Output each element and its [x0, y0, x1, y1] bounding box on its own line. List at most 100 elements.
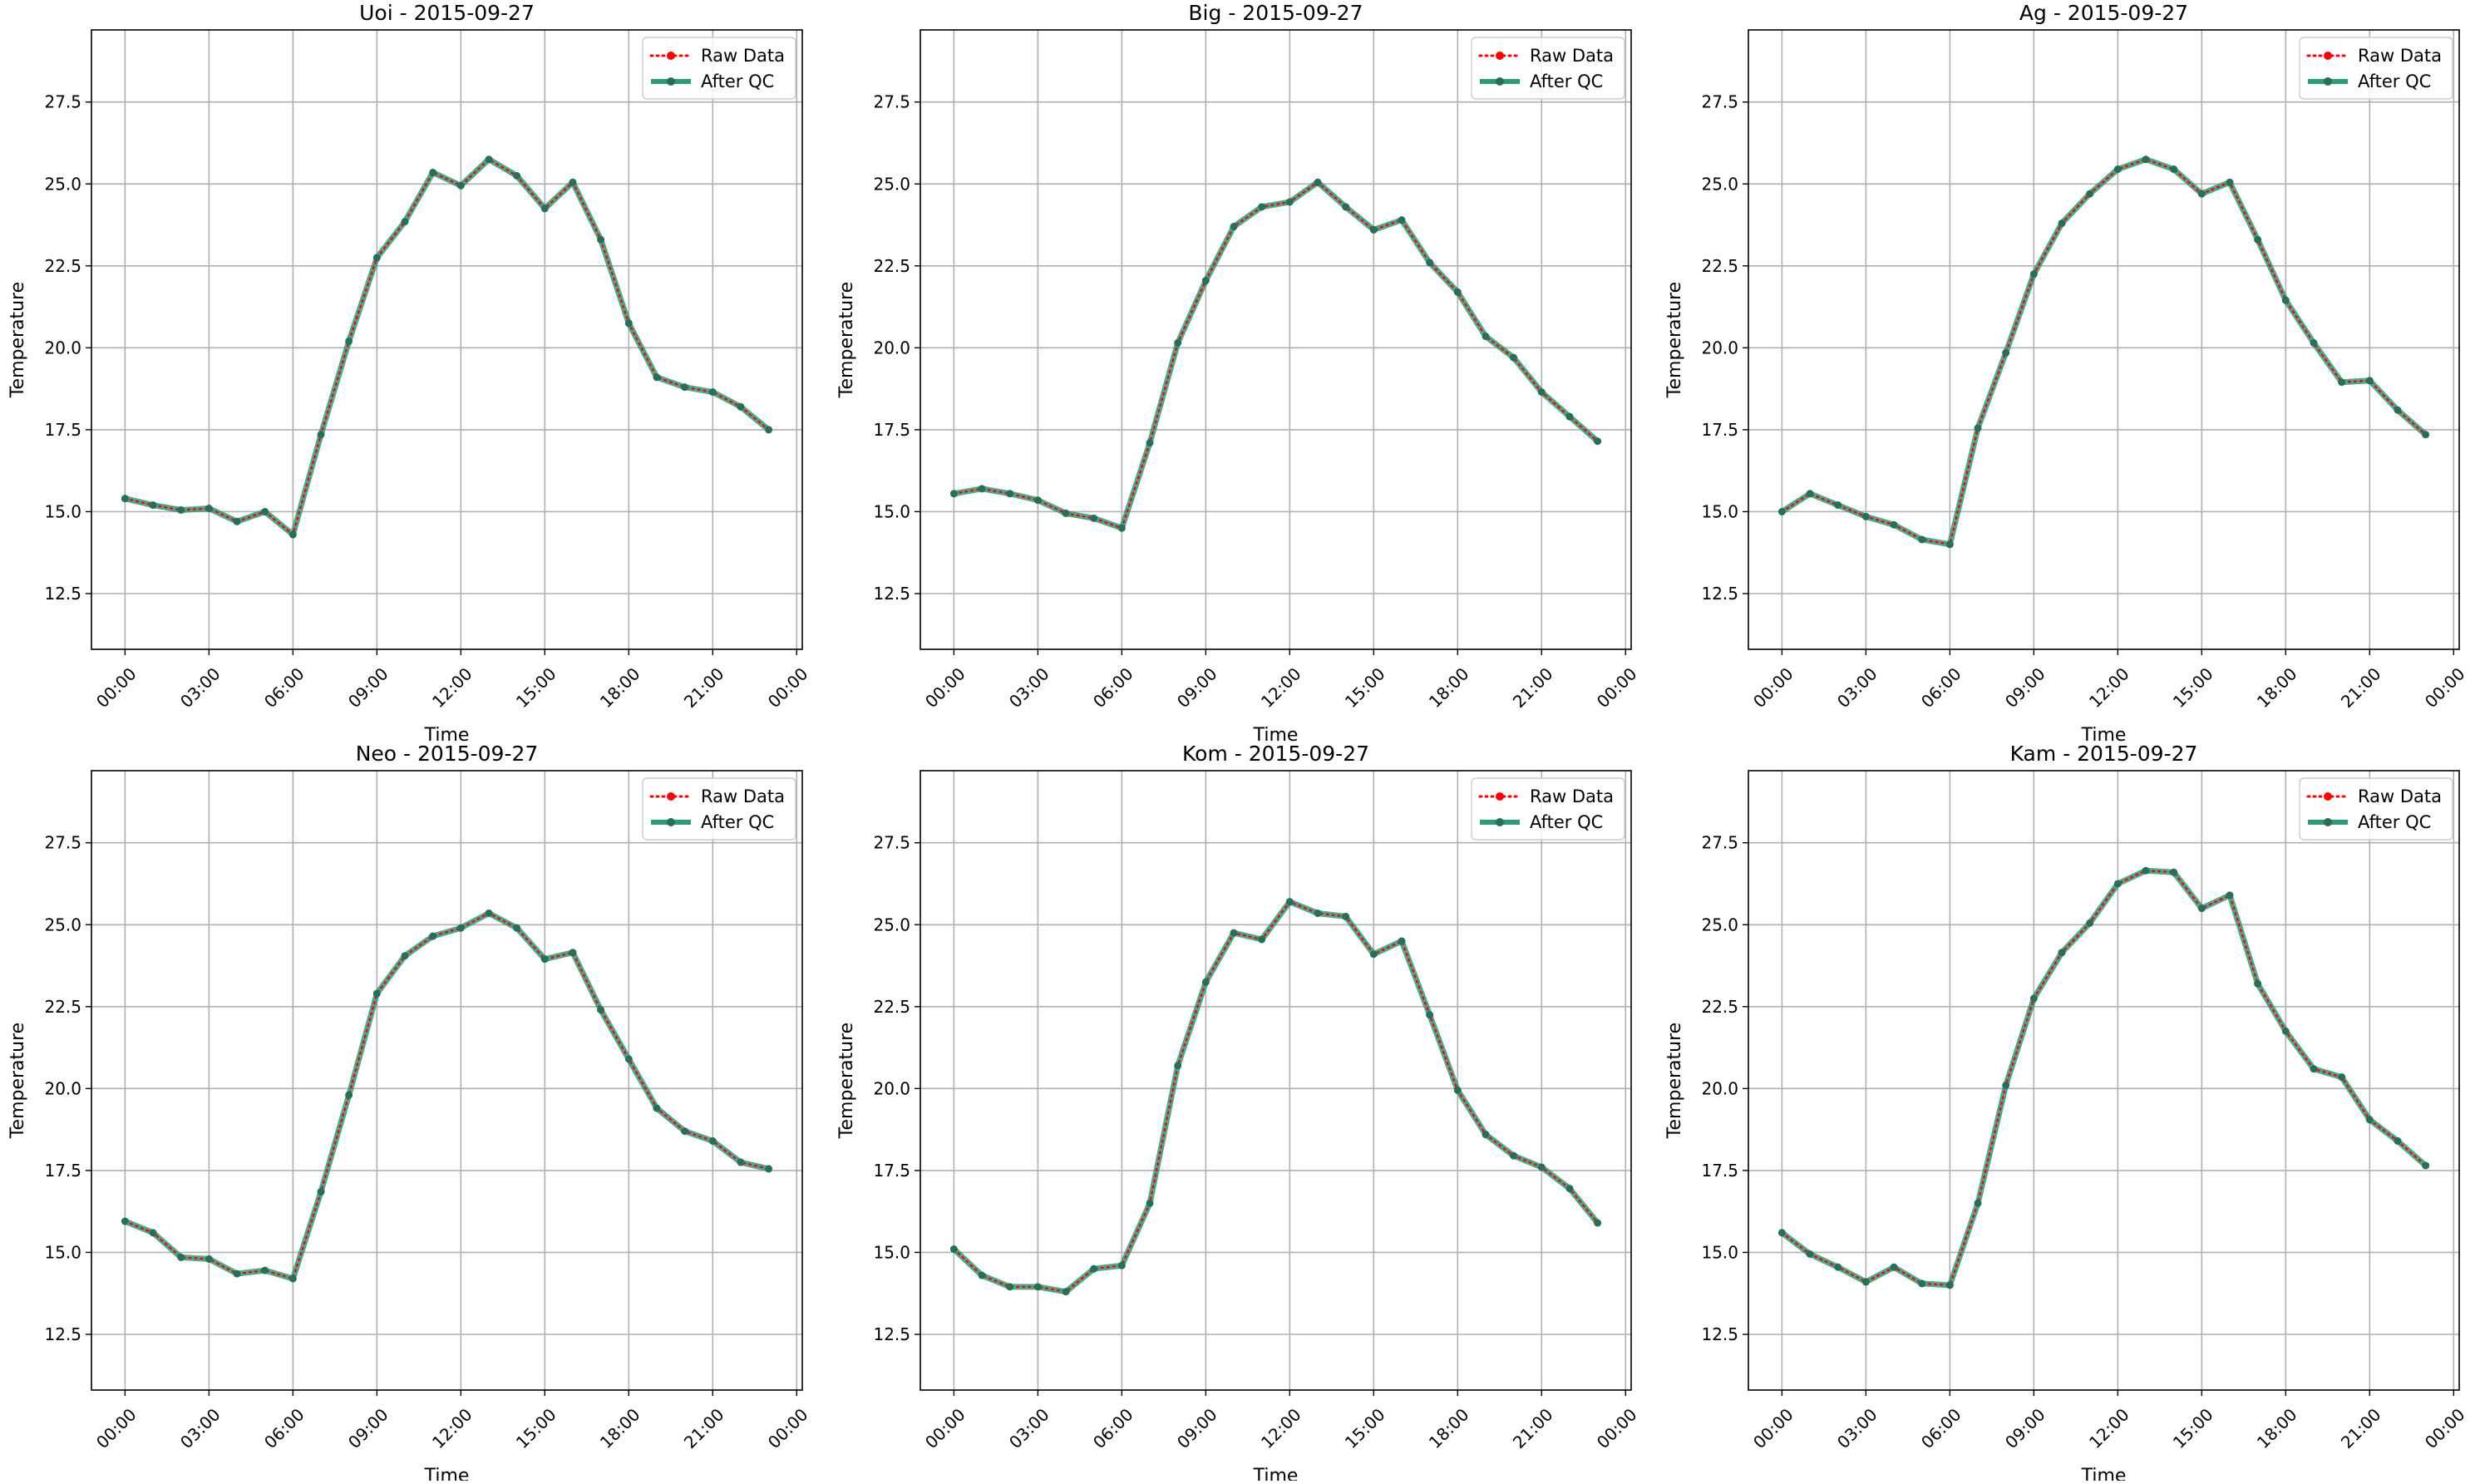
legend-label-after-qc: After QC [701, 71, 774, 91]
data-point-after-qc [485, 909, 493, 917]
data-point-after-qc [653, 1104, 661, 1112]
data-point-after-qc [569, 949, 577, 957]
series-line-raw-data [124, 158, 770, 537]
data-point-after-qc [624, 1055, 633, 1063]
x-tick-label: 00:00 [92, 1404, 141, 1452]
data-point-after-qc [765, 426, 773, 434]
x-tick-label: 18:00 [1425, 1404, 1473, 1452]
data-point-after-qc [2113, 880, 2122, 888]
data-point-after-qc [1537, 1163, 1546, 1171]
y-tick-label: 22.5 [44, 997, 81, 1017]
data-point-after-qc [456, 924, 465, 932]
legend-label-after-qc: After QC [1530, 71, 1603, 91]
data-point-after-qc [372, 254, 381, 262]
data-point-after-qc [1258, 935, 1266, 944]
legend-label-raw-data: Raw Data [1530, 786, 1614, 806]
data-point-after-qc [1510, 353, 1518, 362]
data-point-after-qc [1453, 288, 1462, 296]
legend-label-raw-data: Raw Data [2358, 786, 2442, 806]
data-point-after-qc [2029, 994, 2038, 1003]
data-point-after-qc [1806, 490, 1814, 498]
legend-marker-raw-data [1496, 52, 1504, 60]
data-point-after-qc [1834, 501, 1842, 510]
x-tick-label: 03:00 [1833, 663, 1881, 712]
x-axis-label: Time [424, 725, 470, 746]
x-axis-label: Time [1253, 725, 1299, 746]
x-tick-label: 09:00 [1173, 1404, 1221, 1452]
subplot-1: Uoi - 2015-09-27 00:00 03:00 06:00 09:00 12:0… [7, 1, 812, 746]
x-axis-label: Time [424, 1466, 470, 1481]
y-tick-label: 15.0 [44, 1242, 81, 1262]
data-point-after-qc [149, 501, 157, 510]
data-point-after-qc [1146, 1199, 1154, 1207]
data-point-after-qc [177, 1253, 185, 1261]
data-point-after-qc [2113, 165, 2122, 174]
data-point-after-qc [1117, 524, 1126, 532]
y-axis-label: Temperature [1664, 282, 1685, 398]
data-point-after-qc [2281, 296, 2290, 304]
data-point-after-qc [1033, 496, 1042, 505]
legend: Raw Data After QC [642, 777, 796, 841]
data-point-after-qc [597, 1006, 605, 1014]
x-tick-label: 06:00 [1089, 663, 1137, 712]
y-tick-label: 27.5 [1701, 833, 1738, 853]
x-tick-label: 09:00 [344, 1404, 392, 1452]
data-point-after-qc [2254, 235, 2262, 244]
legend-label-after-qc: After QC [2358, 71, 2431, 91]
x-axis-label: Time [2081, 1466, 2127, 1481]
data-point-after-qc [1201, 277, 1210, 285]
data-point-after-qc [1314, 909, 1322, 917]
x-axis-label: Time [2081, 725, 2127, 746]
x-tick-label: 06:00 [260, 1404, 308, 1452]
y-axis-label: Temperature [7, 282, 28, 398]
y-tick-label: 15.0 [873, 501, 910, 521]
x-tick-label: 15:00 [2169, 1404, 2217, 1452]
series-line-after-qc [124, 910, 770, 1282]
data-point-after-qc [2394, 406, 2402, 414]
data-point-after-qc [540, 205, 549, 213]
x-tick-label: 09:00 [2001, 1404, 2049, 1452]
data-point-after-qc [2002, 348, 2010, 357]
data-point-after-qc [2086, 190, 2094, 198]
data-point-after-qc [1806, 1250, 1814, 1258]
data-point-after-qc [2310, 338, 2318, 347]
data-point-after-qc [1314, 178, 1322, 186]
y-tick-label: 20.0 [873, 1078, 910, 1098]
x-tick-label: 00:00 [764, 663, 812, 712]
legend-marker-after-qc [2324, 818, 2332, 826]
x-tick-label: 03:00 [176, 663, 224, 712]
y-tick-label: 15.0 [1701, 1242, 1738, 1262]
x-tick-label: 12:00 [428, 1404, 476, 1452]
x-tick-label: 00:00 [1749, 663, 1797, 712]
data-point-after-qc [2002, 1081, 2010, 1089]
x-tick-label: 21:00 [680, 663, 728, 712]
y-axis-label: Temperature [1664, 1023, 1685, 1139]
data-point-after-qc [121, 495, 129, 503]
data-point-after-qc [978, 1271, 986, 1279]
y-tick-label: 20.0 [1701, 338, 1738, 357]
data-point-after-qc [345, 1091, 353, 1099]
subplot-6: Kam - 2015-09-27 00:00 03:00 06:00 09:00 12:0… [1664, 742, 2469, 1484]
axes-frame [1748, 29, 2460, 650]
y-tick-label: 27.5 [1701, 92, 1738, 112]
y-tick-label: 25.0 [44, 174, 81, 194]
data-point-after-qc [737, 1158, 745, 1166]
data-point-after-qc [737, 402, 745, 411]
series-line-after-qc [124, 156, 771, 538]
data-point-after-qc [2226, 891, 2234, 900]
chart-title: Uoi - 2015-09-27 [359, 1, 535, 25]
data-point-after-qc [2058, 949, 2066, 957]
data-point-after-qc [1890, 1263, 1898, 1271]
legend-marker-raw-data [667, 52, 675, 60]
data-point-after-qc [1369, 225, 1378, 234]
data-point-after-qc [1537, 388, 1546, 397]
x-tick-label: 06:00 [260, 663, 308, 712]
data-point-after-qc [205, 1255, 213, 1263]
legend-label-raw-data: Raw Data [1530, 46, 1614, 66]
x-tick-label: 00:00 [1593, 663, 1641, 712]
y-axis-label: Temperature [836, 1023, 857, 1139]
x-tick-label: 00:00 [2421, 1404, 2469, 1452]
data-point-after-qc [485, 155, 493, 164]
legend: Raw Data After QC [642, 37, 796, 100]
